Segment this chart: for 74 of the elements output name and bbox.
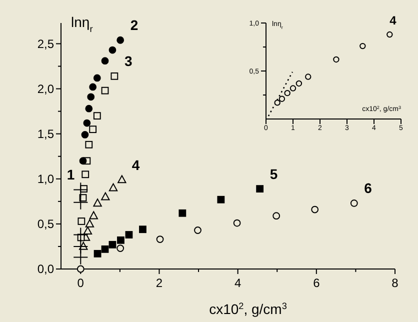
point: [82, 170, 90, 178]
point: [73, 250, 88, 265]
point: [85, 140, 93, 148]
point: [274, 100, 280, 106]
y-tick-label: 2,0: [37, 82, 54, 96]
series-label: 3: [124, 53, 132, 70]
point: [93, 74, 101, 82]
point: [83, 226, 92, 235]
y-axis-title: lnη$_{r}$: [71, 14, 93, 34]
point: [360, 42, 366, 50]
point: [94, 250, 102, 258]
point: [256, 185, 264, 192]
point: [85, 219, 94, 228]
point: [89, 83, 97, 91]
point: [76, 265, 84, 273]
point: [116, 244, 124, 252]
point: [101, 86, 109, 94]
y-tick-label: 0,0: [37, 262, 54, 276]
y-tick-label: 2,5: [37, 36, 54, 51]
point: [284, 90, 290, 96]
series-label: 5: [270, 166, 278, 182]
point: [83, 119, 91, 127]
point: [108, 183, 118, 192]
y-tick-label: 1,5: [37, 127, 54, 142]
point: [101, 192, 110, 200]
point: [386, 31, 393, 38]
point: [89, 211, 98, 220]
point: [93, 198, 102, 207]
point: [93, 112, 101, 120]
point: [87, 93, 95, 101]
point: [305, 74, 312, 80]
point: [296, 80, 302, 87]
x-tick-label: 6: [313, 276, 320, 290]
point: [89, 126, 97, 134]
x-tick-label: 2: [156, 276, 163, 290]
series-label: 2: [130, 17, 138, 34]
series-label: 6: [364, 180, 372, 196]
series-label: 4: [390, 14, 397, 28]
point: [116, 36, 124, 44]
point: [233, 219, 241, 227]
point: [194, 226, 202, 234]
point: [278, 96, 286, 102]
point: [178, 209, 186, 217]
point: [217, 196, 225, 204]
point: [101, 57, 109, 65]
point: [350, 200, 358, 207]
point: [117, 236, 124, 244]
point: [118, 175, 126, 184]
point: [290, 85, 296, 92]
point: [78, 218, 86, 225]
point: [139, 226, 146, 234]
point: [85, 104, 93, 112]
point: [79, 157, 87, 165]
y-tick-label: 0,5: [37, 217, 54, 232]
point: [101, 245, 109, 253]
series-label: 1: [66, 166, 75, 183]
point: [108, 46, 116, 54]
point: [272, 212, 280, 220]
series-label: 4: [132, 156, 140, 173]
point: [156, 236, 164, 243]
point: [73, 227, 88, 242]
point: [73, 194, 88, 210]
point: [125, 231, 133, 238]
y-tick-label: 1,0: [37, 172, 54, 186]
point: [311, 206, 319, 214]
x-axis-title: cx10$^{2}$, g/cm$^{3}$: [209, 301, 287, 317]
point: [81, 131, 89, 138]
x-tick-label: 8: [392, 276, 399, 290]
point: [73, 182, 88, 198]
x-tick-label: 0: [77, 276, 84, 290]
point: [333, 56, 340, 63]
x-tick-label: 4: [234, 276, 242, 290]
point: [108, 240, 116, 248]
point: [110, 72, 118, 80]
